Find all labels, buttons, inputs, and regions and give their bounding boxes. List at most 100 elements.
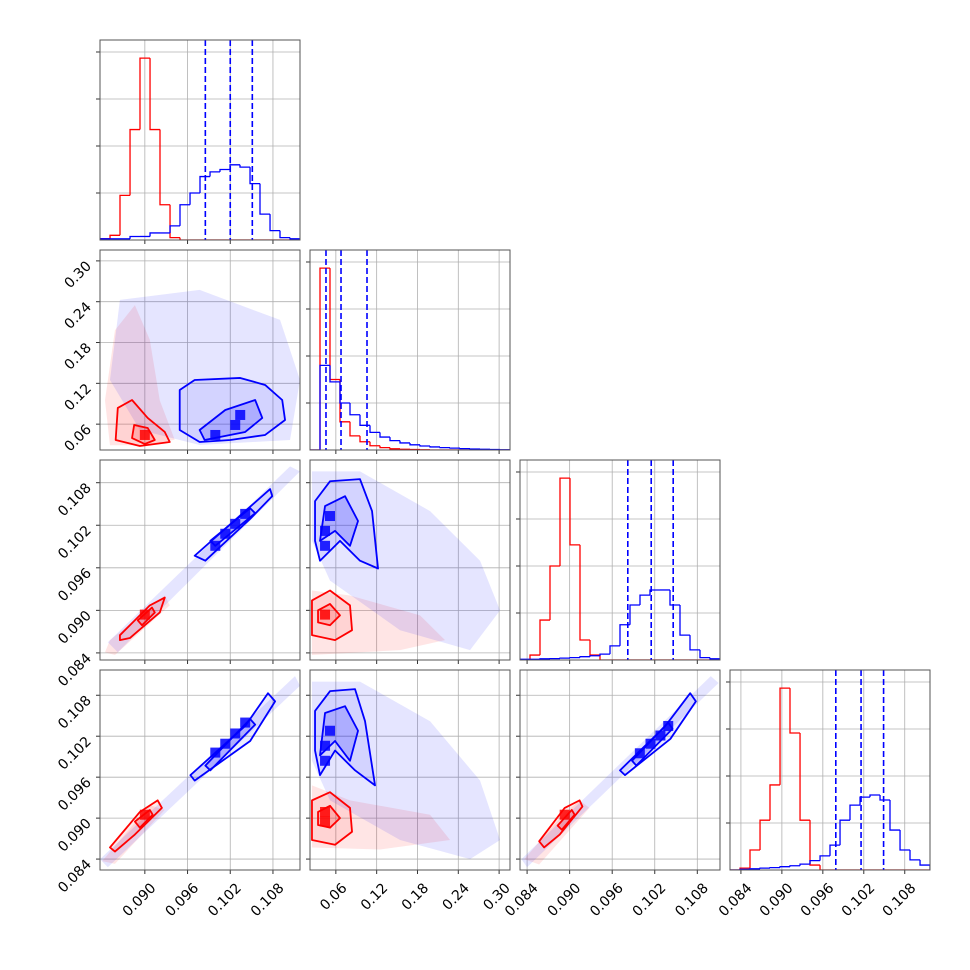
- hist-step: [409, 442, 420, 446]
- hist-step: [589, 655, 600, 657]
- x-tick-label: 0.090: [120, 880, 160, 920]
- hist-step: [799, 732, 810, 821]
- hist-step: [849, 804, 861, 821]
- hist-step: [439, 446, 450, 449]
- hist-step: [779, 866, 790, 868]
- hist-step: [269, 214, 280, 232]
- hist-step: [819, 855, 830, 861]
- density-cell: [320, 806, 331, 817]
- density-cell: [634, 748, 645, 759]
- density-cell: [325, 511, 335, 522]
- hist-step: [599, 655, 610, 660]
- x-tick-label: 0.096: [587, 880, 627, 920]
- hist-step: [809, 859, 821, 865]
- hist-step: [159, 129, 171, 206]
- density-cell: [320, 816, 331, 827]
- contour: [109, 799, 163, 853]
- hist-step: [179, 204, 191, 226]
- x-tick-label: 0.108: [880, 880, 920, 920]
- hist-step: [839, 819, 850, 846]
- hist-step: [759, 819, 770, 851]
- hist-step: [789, 688, 801, 734]
- x-tick-label: 0.102: [205, 880, 245, 920]
- hist-step: [799, 863, 810, 866]
- x-tick-label: 0.102: [839, 880, 879, 920]
- hist-step: [619, 624, 630, 646]
- hist-step: [829, 844, 841, 856]
- hist-step: [529, 654, 540, 660]
- density-cell: [139, 429, 150, 440]
- hist-step: [129, 128, 140, 196]
- hist-step: [109, 234, 120, 239]
- y-tick-label: 0.108: [55, 480, 95, 520]
- x-tick-label: 0.12: [358, 880, 391, 913]
- y-tick-label: 0.102: [55, 523, 95, 563]
- hist-step: [669, 589, 680, 606]
- hist-step: [100, 238, 111, 240]
- hist-step: [169, 204, 180, 239]
- x-tick-label: 0.102: [630, 880, 670, 920]
- hist-step: [139, 57, 151, 130]
- x-tick-label: 0.096: [162, 880, 202, 920]
- x-tick-label: 0.24: [440, 880, 473, 913]
- hist-step: [649, 589, 660, 596]
- hist-step: [889, 799, 901, 831]
- hist-step: [219, 168, 231, 172]
- contour: [114, 399, 171, 447]
- panel-frame: [99, 249, 301, 451]
- density-cell: [320, 740, 331, 751]
- density-cell: [230, 419, 241, 430]
- panel: [730, 670, 930, 870]
- hist-step: [579, 656, 590, 658]
- hist-step: [359, 414, 370, 426]
- density-cell: [139, 809, 150, 820]
- hist-step: [349, 402, 360, 416]
- y-tick-label: 0.096: [55, 565, 95, 605]
- hist-step: [329, 365, 340, 383]
- hist-step: [679, 605, 690, 636]
- hist-step: [339, 381, 350, 404]
- scatter-cloud: [311, 471, 501, 651]
- hist-step: [369, 441, 380, 447]
- contour: [319, 705, 359, 762]
- y-tick-label: 0.084: [55, 857, 95, 897]
- hist-step: [199, 175, 211, 193]
- density-cell: [320, 540, 331, 551]
- hist-step: [919, 859, 930, 870]
- hist-step: [579, 544, 590, 641]
- scatter-cloud: [311, 785, 451, 850]
- hist-step: [379, 445, 390, 449]
- hist-step: [119, 194, 131, 236]
- density-cell: [320, 609, 331, 620]
- y-tick-label: 0.24: [61, 299, 94, 332]
- hist-step: [209, 171, 220, 177]
- hist-step: [349, 421, 360, 437]
- density-cell: [139, 609, 150, 620]
- y-tick-label: 0.108: [55, 693, 95, 733]
- hist-step: [389, 437, 400, 442]
- panel: [100, 676, 300, 868]
- panel-frame: [99, 459, 301, 661]
- panel-frame: [729, 669, 931, 871]
- x-tick-label: 0.18: [399, 880, 432, 913]
- hist-step: [789, 865, 801, 867]
- panel: [100, 40, 300, 240]
- hist-step: [369, 425, 380, 434]
- hist-step: [279, 230, 291, 239]
- panel: [521, 676, 719, 868]
- hist-step: [589, 640, 600, 656]
- x-tick-label: 0.090: [545, 880, 585, 920]
- contour: [311, 791, 353, 846]
- x-tick-label: 0.096: [798, 880, 838, 920]
- hist-step: [549, 565, 560, 621]
- density-cell: [325, 725, 335, 736]
- panel-frame: [309, 459, 511, 661]
- hist-step: [539, 619, 550, 656]
- contour: [538, 799, 584, 849]
- density-cell: [320, 525, 331, 536]
- hist-step: [249, 167, 260, 185]
- x-tick-label: 0.108: [672, 880, 712, 920]
- hist-step: [319, 364, 330, 450]
- hist-step: [259, 183, 271, 215]
- hist-step: [909, 850, 921, 861]
